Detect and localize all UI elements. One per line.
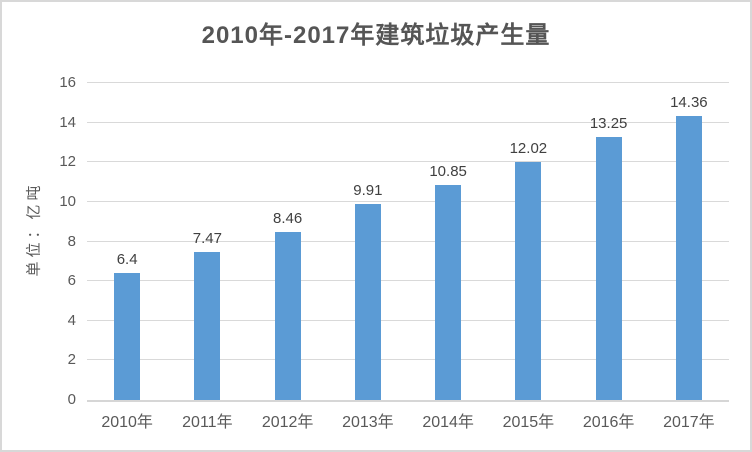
x-tick-label: 2010年 (101, 414, 153, 431)
y-tick-label: 0 (67, 391, 76, 408)
plot-area: 6.4 7.47 8.46 9.91 10.85 12.02 13.25 14.36 (87, 82, 729, 402)
y-tick-label: 2 (67, 351, 76, 369)
bar-value-label: 9.91 (353, 181, 383, 199)
y-tick-label: 14 (59, 113, 76, 131)
bar-column: 10.85 (408, 83, 488, 400)
y-axis: 0 2 4 6 8 10 12 14 16 (30, 74, 76, 408)
chart-title: 2010年-2017年建筑垃圾产生量 (201, 22, 551, 49)
bar-column: 12.02 (488, 83, 568, 400)
gridline (87, 319, 729, 321)
bar-column: 8.46 (248, 83, 328, 400)
x-axis-line (87, 400, 729, 402)
bar (194, 252, 221, 400)
x-tick-label: 2013年 (342, 414, 394, 431)
bar (435, 185, 462, 400)
gridline (87, 240, 729, 242)
gridline (87, 280, 729, 282)
y-tick-label: 16 (59, 74, 76, 91)
bar-value-label: 8.46 (273, 210, 303, 228)
y-tick-label: 6 (67, 272, 76, 290)
bar (274, 232, 301, 400)
bar (114, 273, 141, 400)
bar-column: 6.4 (87, 83, 167, 400)
bar-value-label: 13.25 (589, 115, 628, 133)
bar (675, 115, 702, 400)
y-tick-label: 12 (59, 153, 76, 171)
bar (595, 137, 622, 400)
x-tick-label: 2014年 (422, 414, 474, 431)
x-tick-label: 2015年 (502, 414, 555, 431)
gridline (87, 200, 729, 202)
x-tick-label: 2017年 (663, 414, 715, 431)
gridline (87, 82, 729, 83)
x-axis: 2010年 2011年 2012年 2013年 2014年 2015年 2016年 2017年 (87, 408, 729, 432)
bar-column: 7.47 (167, 83, 247, 400)
y-tick-label: 8 (67, 232, 76, 250)
bars-row: 6.4 7.47 8.46 9.91 10.85 12.02 13.25 14.36 (87, 83, 729, 400)
bar-value-label: 7.47 (192, 230, 222, 248)
bar (515, 161, 542, 400)
x-tick-label: 2016年 (582, 414, 635, 431)
y-tick-label: 4 (67, 311, 76, 329)
bar-value-label: 12.02 (509, 139, 548, 157)
gridline (87, 121, 729, 123)
bar-value-label: 10.85 (429, 163, 467, 181)
gridline (87, 359, 729, 361)
x-tick-label: 2012年 (261, 414, 314, 431)
gridline (87, 161, 729, 163)
bar-column: 14.36 (649, 83, 729, 400)
bar-value-label: 6.4 (116, 251, 138, 269)
x-tick-label: 2011年 (182, 414, 233, 431)
bar (354, 203, 381, 400)
bar-column: 9.91 (328, 83, 408, 400)
bar-value-label: 14.36 (670, 93, 708, 111)
bar-column: 13.25 (569, 83, 649, 400)
y-tick-label: 10 (59, 192, 76, 210)
